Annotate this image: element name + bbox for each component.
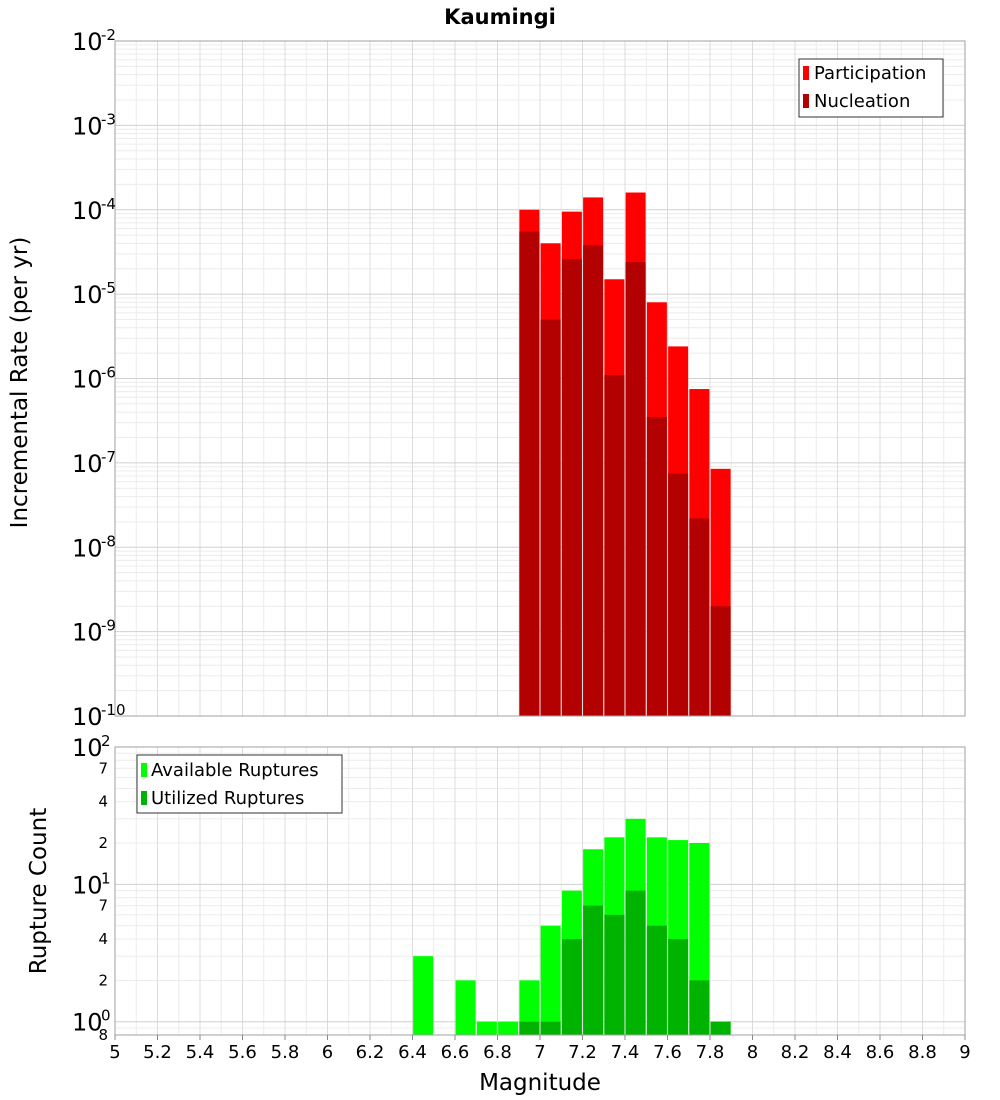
available-ruptures-bar bbox=[413, 956, 434, 1035]
plot-border bbox=[114, 40, 966, 717]
x-axis-label: Magnitude bbox=[479, 1070, 601, 1096]
y-tick-exponent: -7 bbox=[101, 448, 116, 466]
utilized-ruptures-bar bbox=[540, 1021, 561, 1035]
x-tick-label: 5.2 bbox=[143, 1042, 172, 1063]
utilized-ruptures-bar bbox=[561, 939, 582, 1035]
y-tick-exponent: -10 bbox=[101, 701, 126, 719]
nucleation-bar bbox=[561, 259, 582, 716]
y-tick-label: 10 bbox=[72, 703, 103, 731]
nucleation-bar bbox=[646, 416, 667, 716]
x-tick-label: 7 bbox=[534, 1042, 545, 1063]
available-ruptures-bar bbox=[455, 980, 476, 1035]
x-tick-label: 7.4 bbox=[611, 1042, 640, 1063]
available-ruptures-bar bbox=[476, 1021, 497, 1035]
y-tick-label: 10 bbox=[72, 534, 103, 562]
legend-label: Participation bbox=[814, 63, 926, 84]
y-tick-label: 10 bbox=[72, 28, 103, 56]
legend-box bbox=[136, 754, 343, 814]
utilized-ruptures-bar bbox=[519, 1021, 540, 1035]
available-ruptures-bar bbox=[540, 925, 561, 1035]
x-tick-label: 8.2 bbox=[781, 1042, 810, 1063]
y-tick-exponent: -6 bbox=[101, 364, 116, 382]
x-tick-label: 6 bbox=[322, 1042, 333, 1063]
y-tick-label: 10 bbox=[72, 450, 103, 478]
x-tick-label: 5.6 bbox=[228, 1042, 257, 1063]
legend-label: Available Ruptures bbox=[151, 760, 319, 781]
y-tick-label: 10 bbox=[72, 197, 103, 225]
legend: Participation Nucleation bbox=[798, 58, 944, 118]
x-tick-label: 5.8 bbox=[271, 1042, 300, 1063]
legend-swatch bbox=[803, 94, 809, 108]
x-tick-label: 6.6 bbox=[441, 1042, 470, 1063]
legend-swatch bbox=[803, 66, 809, 80]
y-minor-tick-label: 8 bbox=[98, 1026, 108, 1044]
y-tick-label: 10 bbox=[72, 366, 103, 394]
available-ruptures-bar bbox=[519, 980, 540, 1035]
y-tick-exponent: -2 bbox=[101, 26, 116, 44]
chart-title: Kaumingi bbox=[444, 5, 556, 29]
y-tick-exponent: -4 bbox=[101, 195, 116, 213]
legend-swatch bbox=[141, 791, 147, 805]
y-axis-label: Incremental Rate (per yr) bbox=[7, 237, 33, 529]
y-tick-exponent: -8 bbox=[101, 532, 116, 550]
x-tick-label: 8 bbox=[747, 1042, 758, 1063]
nucleation-bar bbox=[668, 473, 689, 716]
x-tick-label: 8.6 bbox=[866, 1042, 895, 1063]
utilized-ruptures-bar bbox=[710, 1021, 731, 1035]
utilized-ruptures-bar bbox=[668, 939, 689, 1035]
x-tick-label: 8.4 bbox=[823, 1042, 852, 1063]
x-tick-label: 5.4 bbox=[186, 1042, 215, 1063]
legend-box bbox=[798, 58, 944, 118]
y-minor-tick-label: 4 bbox=[98, 793, 108, 811]
legend: Available Ruptures Utilized Ruptures bbox=[136, 754, 343, 814]
x-tick-label: 7.2 bbox=[568, 1042, 597, 1063]
nucleation-bar bbox=[604, 375, 625, 716]
nucleation-bar bbox=[710, 606, 731, 716]
nucleation-bar bbox=[625, 262, 646, 716]
utilized-ruptures-bar bbox=[646, 925, 667, 1035]
x-tick-label: 7.6 bbox=[653, 1042, 682, 1063]
nucleation-bar bbox=[583, 245, 604, 717]
x-tick-label: 7.8 bbox=[696, 1042, 725, 1063]
y-minor-tick-label: 4 bbox=[98, 930, 108, 948]
y-tick-exponent: 1 bbox=[101, 869, 111, 887]
y-tick-label: 10 bbox=[72, 619, 103, 647]
x-tick-label: 6.8 bbox=[483, 1042, 512, 1063]
y-tick-exponent: 2 bbox=[101, 732, 111, 750]
y-tick-label: 10 bbox=[72, 1009, 103, 1037]
y-tick-exponent: -9 bbox=[101, 617, 116, 635]
utilized-ruptures-bar bbox=[689, 980, 710, 1035]
y-tick-label: 10 bbox=[72, 281, 103, 309]
nucleation-bar bbox=[519, 231, 540, 716]
legend-label: Utilized Ruptures bbox=[151, 788, 304, 809]
nucleation-bar bbox=[540, 319, 561, 716]
y-minor-tick-label: 2 bbox=[98, 971, 108, 989]
y-tick-label: 10 bbox=[72, 112, 103, 140]
legend-label: Nucleation bbox=[814, 91, 910, 112]
y-axis-label: Rupture Count bbox=[26, 808, 52, 974]
x-tick-label: 5 bbox=[109, 1042, 120, 1063]
y-tick-label: 10 bbox=[72, 734, 103, 762]
utilized-ruptures-bar bbox=[583, 905, 604, 1035]
nucleation-bar bbox=[689, 518, 710, 716]
y-minor-tick-label: 7 bbox=[98, 897, 108, 915]
x-tick-label: 6.4 bbox=[398, 1042, 427, 1063]
y-tick-exponent: 0 bbox=[101, 1007, 111, 1025]
available-ruptures-bar bbox=[498, 1021, 519, 1035]
utilized-ruptures-bar bbox=[625, 890, 646, 1035]
utilized-ruptures-bar bbox=[604, 914, 625, 1035]
y-tick-label: 10 bbox=[72, 871, 103, 899]
x-tick-label: 6.2 bbox=[356, 1042, 385, 1063]
x-tick-label: 9 bbox=[959, 1042, 970, 1063]
x-tick-label: 8.8 bbox=[908, 1042, 937, 1063]
legend-swatch bbox=[141, 763, 147, 777]
y-minor-tick-label: 7 bbox=[98, 759, 108, 777]
y-minor-tick-label: 2 bbox=[98, 834, 108, 852]
rate-panel: 10-210-310-410-510-610-710-810-910-10Inc… bbox=[7, 26, 966, 731]
y-tick-exponent: -3 bbox=[101, 110, 116, 128]
y-tick-exponent: -5 bbox=[101, 279, 116, 297]
